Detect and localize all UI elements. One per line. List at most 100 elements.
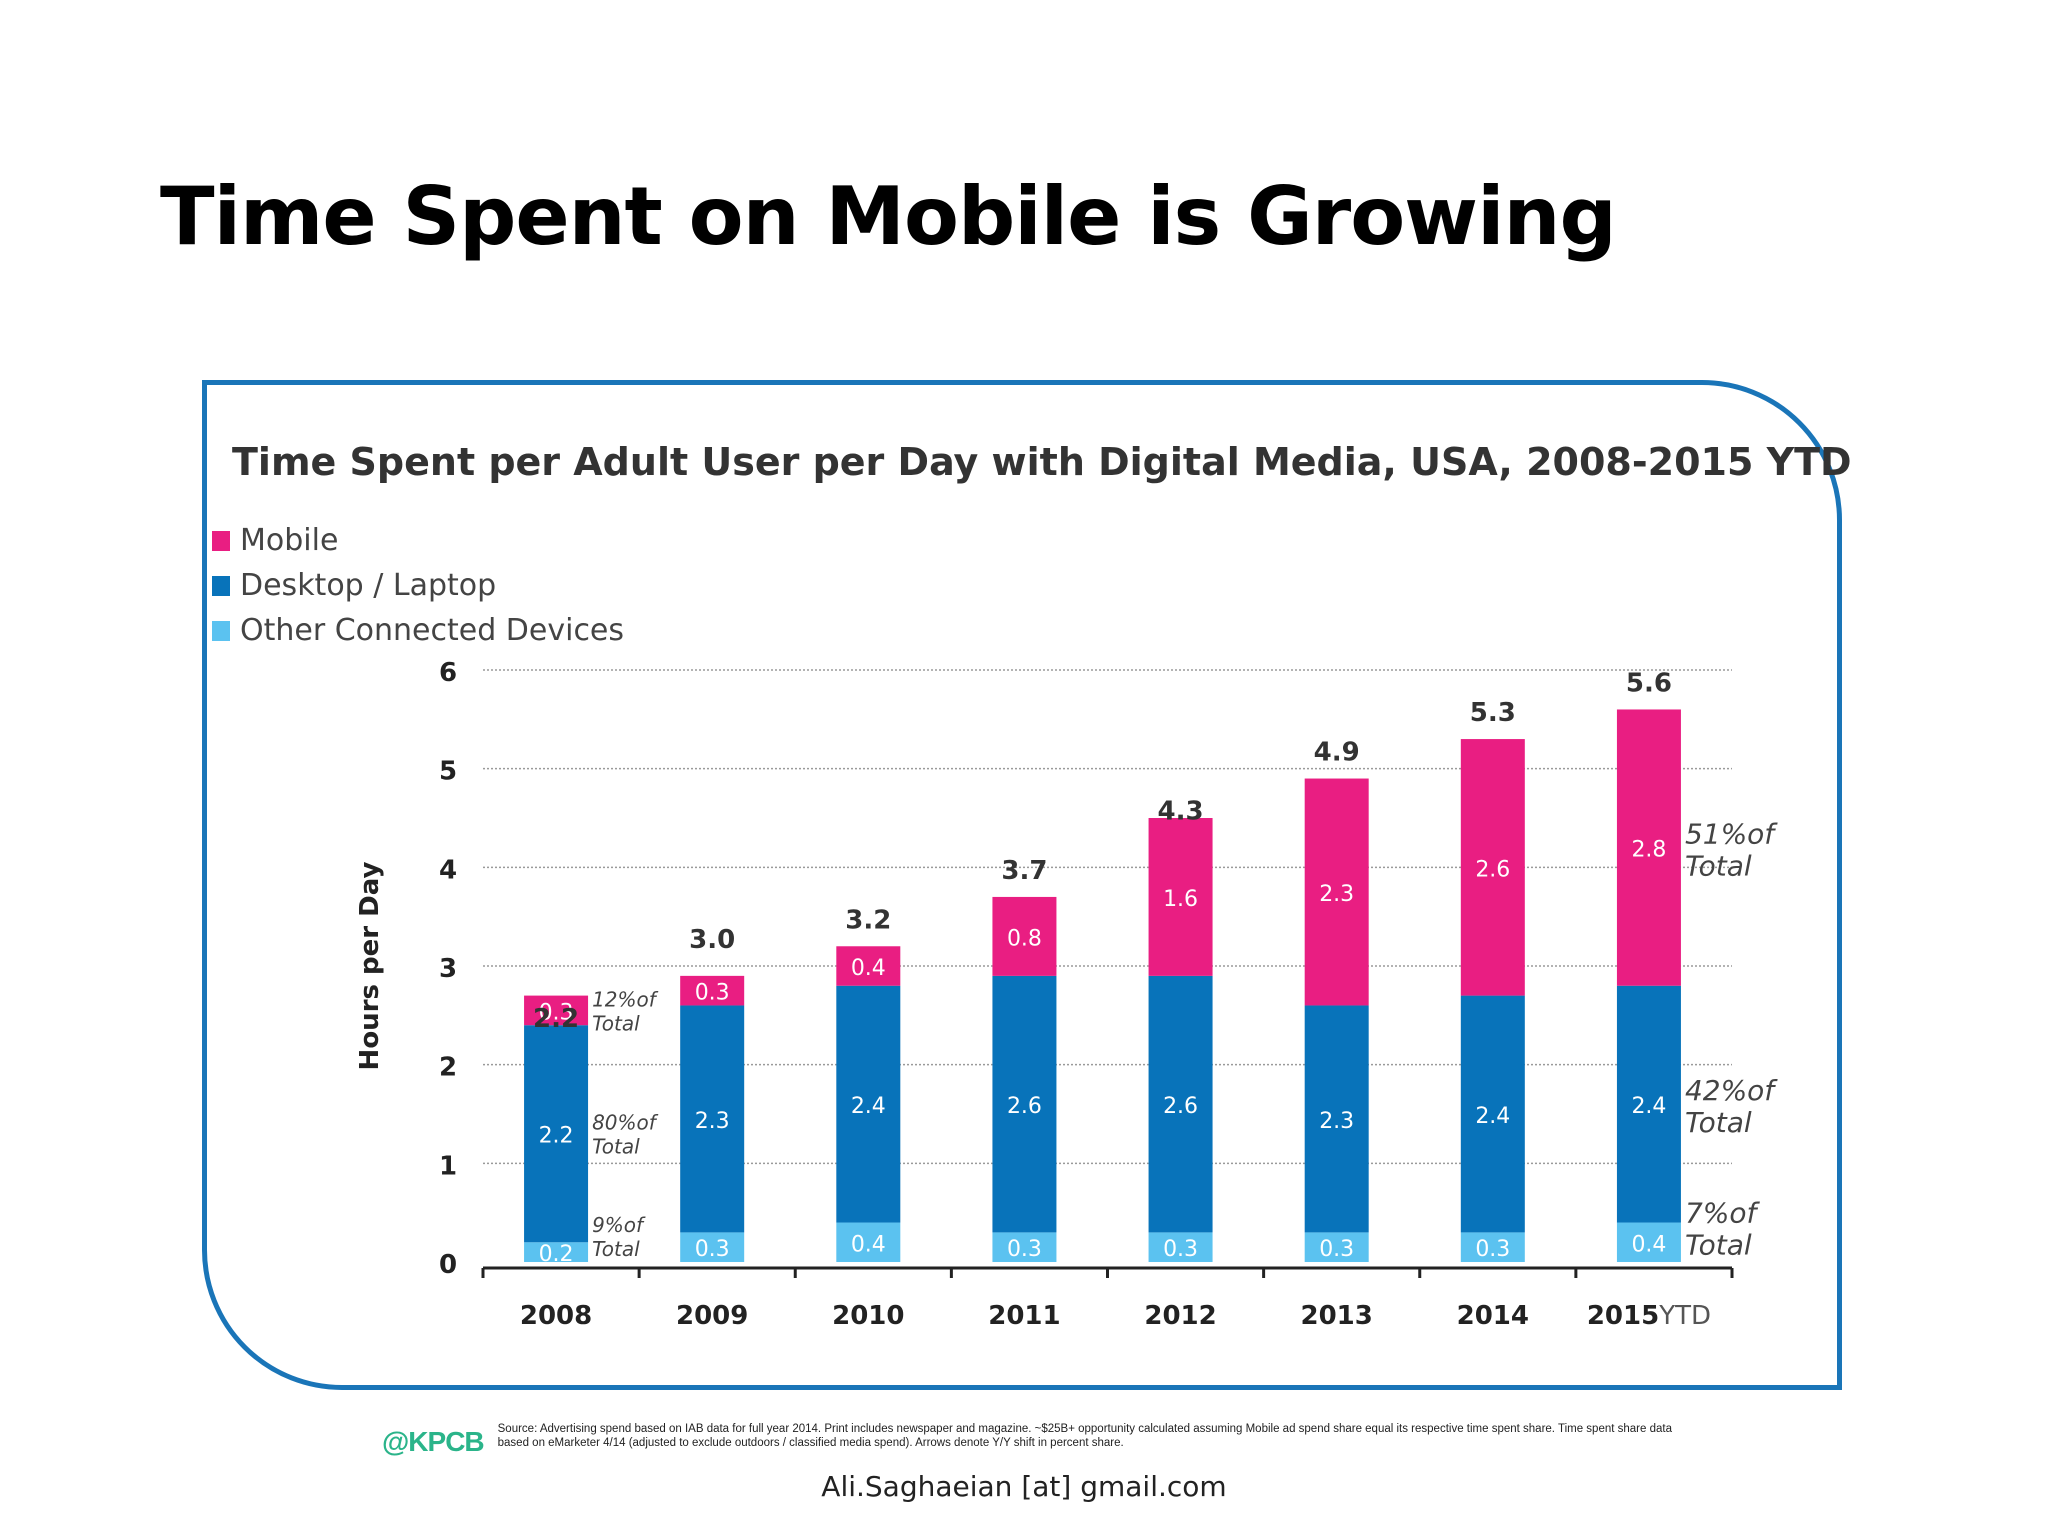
chart-title: Time Spent per Adult User per Day with D…: [232, 440, 1852, 484]
data-label: 1.6: [1163, 887, 1198, 912]
y-tick-label: 2: [439, 1053, 457, 1083]
y-tick-label: 5: [439, 757, 457, 787]
other-segment: [992, 1232, 1057, 1262]
desktop-segment: [1148, 975, 1213, 1233]
mobile-segment: [836, 946, 901, 986]
mobile-segment: [1304, 778, 1369, 1006]
mobile-segment: [1148, 818, 1213, 976]
legend-item-mobile: Mobile: [212, 518, 624, 563]
data-label: 0.3: [695, 981, 730, 1006]
total-label: 3.0: [689, 925, 735, 955]
share-annotation: Total: [1685, 850, 1752, 883]
legend-swatch-other: [212, 620, 230, 641]
x-tick-label: 2012: [1144, 1301, 1216, 1331]
data-label: 0.4: [851, 956, 886, 981]
data-label: 2.4: [851, 1094, 886, 1119]
y-tick-label: 1: [439, 1151, 457, 1181]
share-annotation: 80%of: [592, 1111, 659, 1135]
share-annotation: 42%of: [1685, 1074, 1778, 1107]
chart-legend: Mobile Desktop / Laptop Other Connected …: [212, 518, 624, 653]
total-label: 2.2: [533, 1004, 579, 1034]
data-label: 2.2: [539, 1124, 574, 1149]
data-label: 0.2: [539, 1242, 574, 1267]
data-label: 2.4: [1631, 1094, 1666, 1119]
x-tick-label: 2010: [832, 1301, 904, 1331]
x-tick-label: 2015YTD: [1587, 1301, 1711, 1331]
total-label: 3.7: [1001, 856, 1047, 886]
data-label: 0.3: [539, 1000, 574, 1025]
data-label: 2.8: [1631, 838, 1666, 863]
total-label: 5.6: [1626, 668, 1672, 698]
desktop-segment: [1460, 995, 1525, 1233]
kpcb-logo: @KPCB: [382, 1426, 485, 1457]
data-label: 0.3: [1163, 1237, 1198, 1262]
share-annotation: 12%of: [592, 987, 659, 1011]
data-label: 2.4: [1475, 1104, 1510, 1129]
footer-email: Ali.Saghaeian [at] gmail.com: [821, 1470, 1227, 1503]
data-label: 2.6: [1475, 857, 1510, 882]
data-label: 2.3: [1319, 882, 1354, 907]
desktop-segment: [1304, 1005, 1369, 1233]
total-label: 3.2: [845, 905, 891, 935]
legend-swatch-desktop: [212, 575, 230, 596]
data-label: 0.4: [851, 1232, 886, 1257]
legend-swatch-mobile: [212, 530, 230, 551]
share-annotation: Total: [592, 1011, 640, 1035]
x-tick-label: 2011: [988, 1301, 1060, 1331]
share-annotation: Total: [592, 1135, 640, 1159]
source-text: Source: Advertising spend based on IAB d…: [497, 1423, 1672, 1449]
desktop-segment: [680, 1005, 745, 1233]
legend-label-desktop: Desktop / Laptop: [240, 568, 497, 603]
legend-label-other: Other Connected Devices: [240, 613, 625, 648]
mobile-segment: [992, 896, 1057, 976]
x-tick-label: 2013: [1301, 1301, 1373, 1331]
x-tick-label: 2009: [676, 1301, 748, 1331]
y-tick-label: 0: [439, 1250, 457, 1280]
share-annotation: 7%of: [1685, 1196, 1761, 1229]
other-segment: [1304, 1232, 1369, 1262]
data-label: 0.3: [1475, 1237, 1510, 1262]
share-annotation: 51%of: [1685, 818, 1778, 851]
mobile-segment: [524, 995, 589, 1026]
data-label: 0.8: [1007, 926, 1042, 951]
share-annotation: Total: [592, 1237, 640, 1261]
desktop-segment: [524, 1025, 589, 1243]
chart-frame: [202, 380, 1842, 1390]
other-segment: [836, 1222, 901, 1262]
share-annotation: Total: [1685, 1106, 1752, 1139]
slide-title: Time Spent on Mobile is Growing: [160, 170, 1617, 263]
other-segment: [1460, 1232, 1525, 1262]
data-label: 2.6: [1007, 1094, 1042, 1119]
share-annotation: Total: [1685, 1228, 1752, 1261]
x-tick-label: 2014: [1457, 1301, 1529, 1331]
legend-item-desktop: Desktop / Laptop: [212, 563, 624, 608]
y-axis-title: Hours per Day: [355, 862, 385, 1071]
y-tick-label: 6: [439, 658, 457, 688]
other-segment: [1616, 1222, 1681, 1262]
other-segment: [1148, 1232, 1213, 1262]
data-label: 2.3: [695, 1109, 730, 1134]
legend-label-mobile: Mobile: [240, 523, 339, 558]
source-note: @KPCB Source: Advertising spend based on…: [382, 1422, 1682, 1458]
other-segment: [524, 1242, 589, 1262]
other-segment: [680, 1232, 745, 1262]
mobile-segment: [1460, 739, 1525, 996]
data-label: 0.4: [1631, 1232, 1666, 1257]
desktop-segment: [836, 985, 901, 1223]
total-label: 5.3: [1470, 698, 1516, 728]
data-label: 0.3: [1319, 1237, 1354, 1262]
x-tick-label: 2008: [520, 1301, 592, 1331]
data-label: 2.6: [1163, 1094, 1198, 1119]
data-label: 0.3: [1007, 1237, 1042, 1262]
desktop-segment: [992, 975, 1057, 1233]
total-label: 4.9: [1314, 738, 1360, 768]
share-annotation: 9%of: [592, 1213, 646, 1237]
data-label: 0.3: [695, 1237, 730, 1262]
mobile-segment: [680, 975, 745, 1006]
y-tick-label: 4: [439, 855, 457, 885]
legend-item-other: Other Connected Devices: [212, 608, 624, 653]
mobile-segment: [1616, 709, 1681, 986]
data-label: 2.3: [1319, 1109, 1354, 1134]
desktop-segment: [1616, 985, 1681, 1223]
